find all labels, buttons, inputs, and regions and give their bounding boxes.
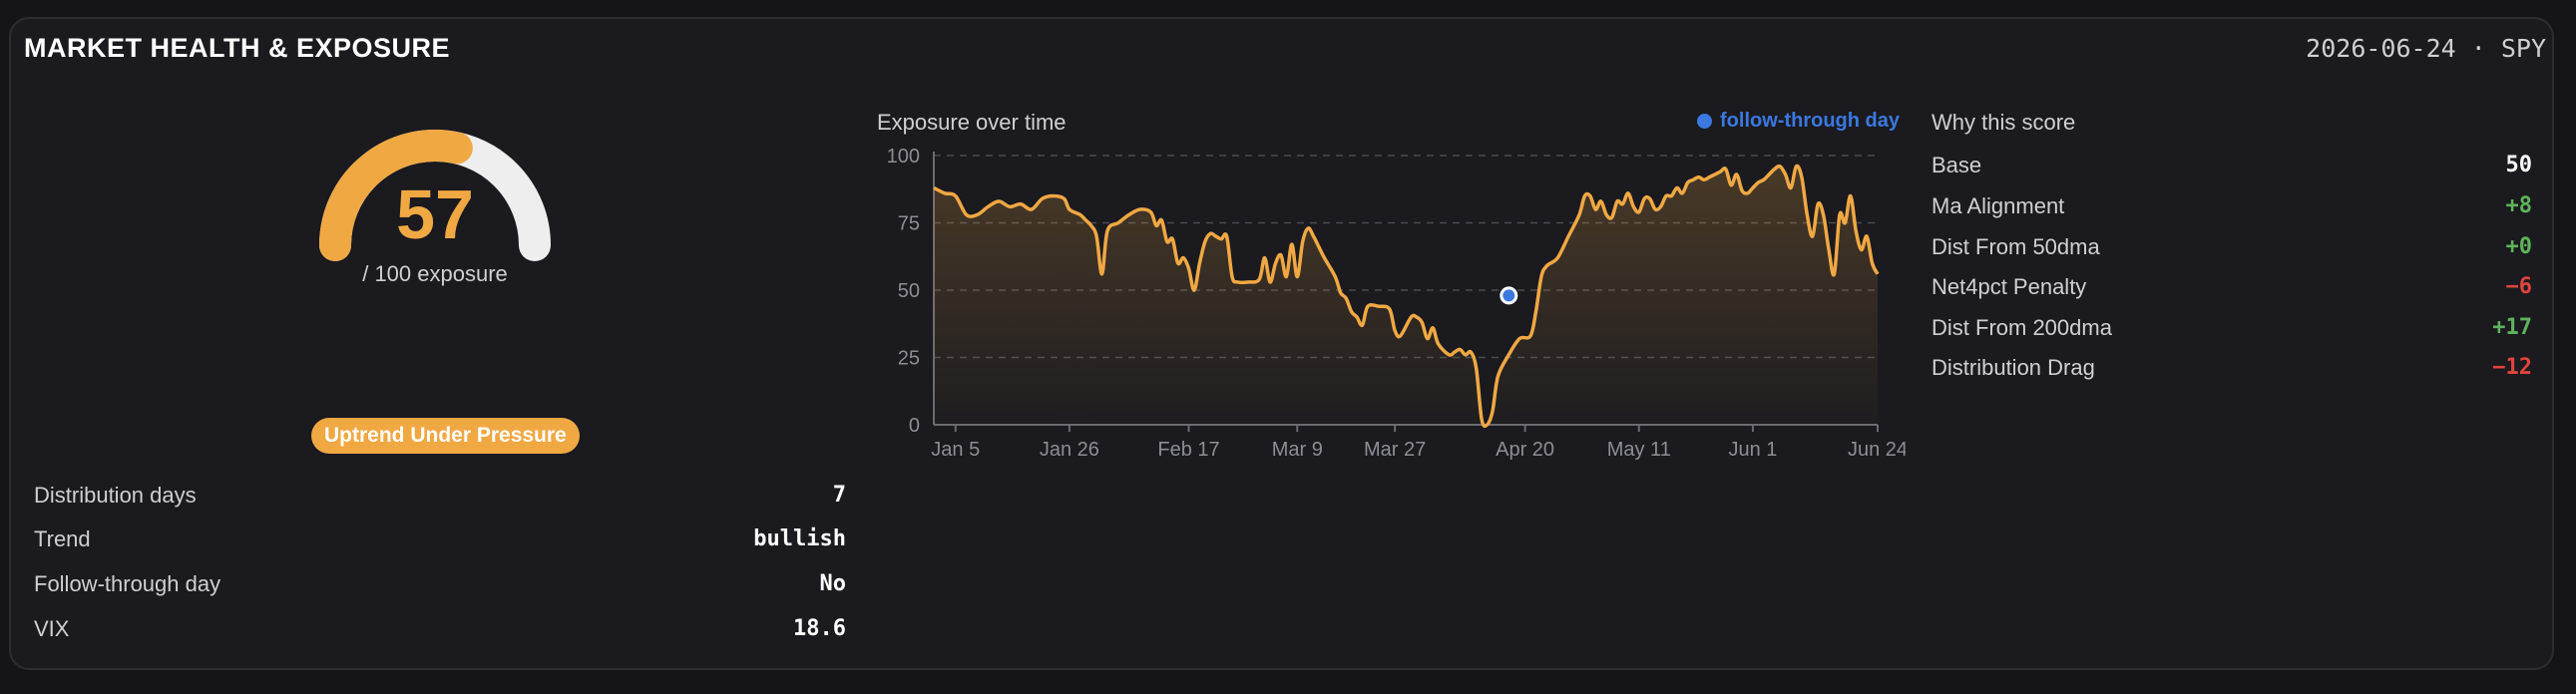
x-tick-label: Mar 27: [1364, 439, 1426, 461]
exposure-area: [934, 166, 1878, 427]
score-label: Dist From 50dma: [1932, 234, 2100, 259]
stat-row-vix: VIX 18.6: [34, 616, 846, 646]
score-value: +17: [2492, 315, 2532, 340]
score-row-net4pct-penalty: Net4pct Penalty −6: [1932, 274, 2532, 304]
score-row-distribution-drag: Distribution Drag −12: [1932, 355, 2532, 385]
x-tick-label: Jun 24: [1848, 439, 1906, 461]
score-row-ma-alignment: Ma Alignment +8: [1932, 193, 2532, 223]
legend-label: follow-through day: [1720, 110, 1900, 132]
exposure-line: [933, 164, 1880, 429]
chart-title: Exposure over time: [877, 110, 1067, 135]
stat-value: No: [819, 571, 847, 596]
gauge-arc: [319, 130, 551, 261]
score-value: +0: [2505, 234, 2533, 259]
stat-row-distribution-days: Distribution days 7: [34, 483, 846, 513]
x-tick-label: Jan 26: [1040, 439, 1099, 461]
legend-dot-icon: [1697, 114, 1713, 129]
stat-label: Trend: [34, 526, 91, 551]
exposure-gauge: 57: [315, 126, 555, 265]
x-tick-label: Apr 20: [1496, 439, 1554, 461]
score-label: Dist From 200dma: [1932, 315, 2112, 340]
stat-value: bullish: [753, 526, 846, 551]
follow-through-marker: [1500, 286, 1518, 305]
score-row-dist-from-200dma: Dist From 200dma +17: [1932, 315, 2532, 345]
stat-value: 18.6: [793, 616, 846, 641]
status-badge: Uptrend Under Pressure: [311, 418, 580, 454]
score-row-base: Base 50: [1932, 153, 2532, 182]
stat-row-trend: Trend bullish: [34, 526, 846, 556]
x-tick-labels: Jan 5 Jan 26 Feb 17 Mar 9 Mar 27 Apr 20 May 11…: [931, 439, 1906, 461]
y-tick-label: 25: [898, 348, 920, 370]
score-title: Why this score: [1932, 110, 2076, 135]
chart-events: [1500, 286, 1518, 305]
card-title: MARKET HEALTH & EXPOSURE: [24, 33, 451, 63]
y-tick-label: 50: [898, 280, 920, 302]
stat-row-follow-through-day: Follow-through day No: [34, 571, 846, 601]
stat-label: Follow-through day: [34, 571, 221, 596]
stat-label: Distribution days: [34, 483, 197, 508]
chart-legend: follow-through day: [1697, 110, 1900, 133]
score-value: 50: [2505, 153, 2533, 177]
y-tick-label: 75: [898, 213, 920, 235]
gauge-fill: [319, 130, 473, 261]
stat-label: VIX: [34, 616, 70, 641]
score-label: Base: [1932, 153, 1982, 177]
score-label: Ma Alignment: [1932, 193, 2065, 218]
x-tick-label: Jun 1: [1728, 439, 1777, 461]
x-tick-label: May 11: [1607, 439, 1671, 461]
score-value: −6: [2505, 274, 2533, 299]
y-tick-label: 100: [887, 146, 920, 168]
y-tick-label: 0: [909, 415, 920, 437]
x-tick-label: Jan 5: [931, 439, 980, 461]
exposure-chart: 0 25 50 75 100 Jan 5 Jan 26 Feb 17 Mar 9 Mar 27 A…: [887, 146, 1906, 461]
score-value: +8: [2505, 193, 2533, 218]
x-tick-label: Mar 9: [1272, 439, 1323, 461]
gauge-value: 57: [396, 175, 474, 253]
y-tick-labels: 0 25 50 75 100: [887, 146, 920, 437]
score-row-dist-from-50dma: Dist From 50dma +0: [1932, 234, 2532, 264]
date-ticker-meta: 2026-06-24 · SPY: [2306, 34, 2546, 63]
gauge-sub-label: / 100 exposure: [362, 261, 508, 286]
stat-value: 7: [832, 483, 846, 508]
score-value: −12: [2492, 355, 2532, 380]
score-label: Net4pct Penalty: [1932, 274, 2087, 299]
x-tick-label: Feb 17: [1157, 439, 1219, 461]
score-label: Distribution Drag: [1932, 355, 2095, 380]
